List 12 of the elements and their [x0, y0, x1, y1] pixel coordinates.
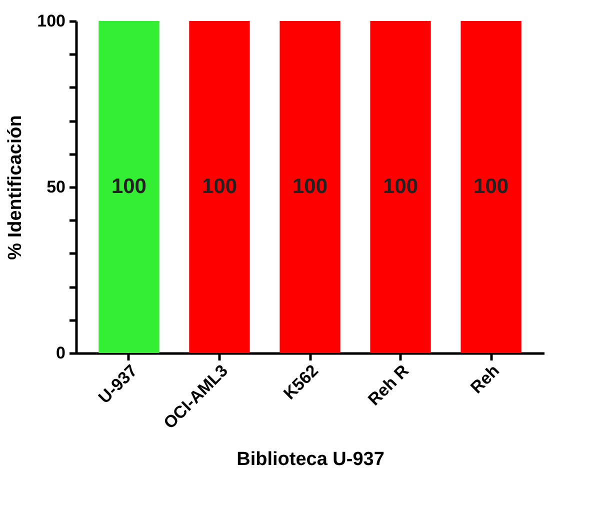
data-label: 100 [202, 175, 237, 198]
x-tick-label: Reh R [364, 361, 413, 410]
data-label: 100 [292, 175, 328, 198]
data-label: 100 [383, 175, 418, 198]
y-tick-label: 0 [56, 344, 66, 362]
data-label: 100 [111, 175, 146, 198]
y-tick-label: 100 [37, 12, 66, 30]
y-axis-title: % Identificación [5, 115, 26, 260]
x-tick-label: Reh [466, 361, 504, 398]
data-label: 100 [474, 175, 509, 198]
y-tick-label: 50 [46, 178, 66, 196]
x-axis-title: Biblioteca U-937 [236, 448, 384, 470]
